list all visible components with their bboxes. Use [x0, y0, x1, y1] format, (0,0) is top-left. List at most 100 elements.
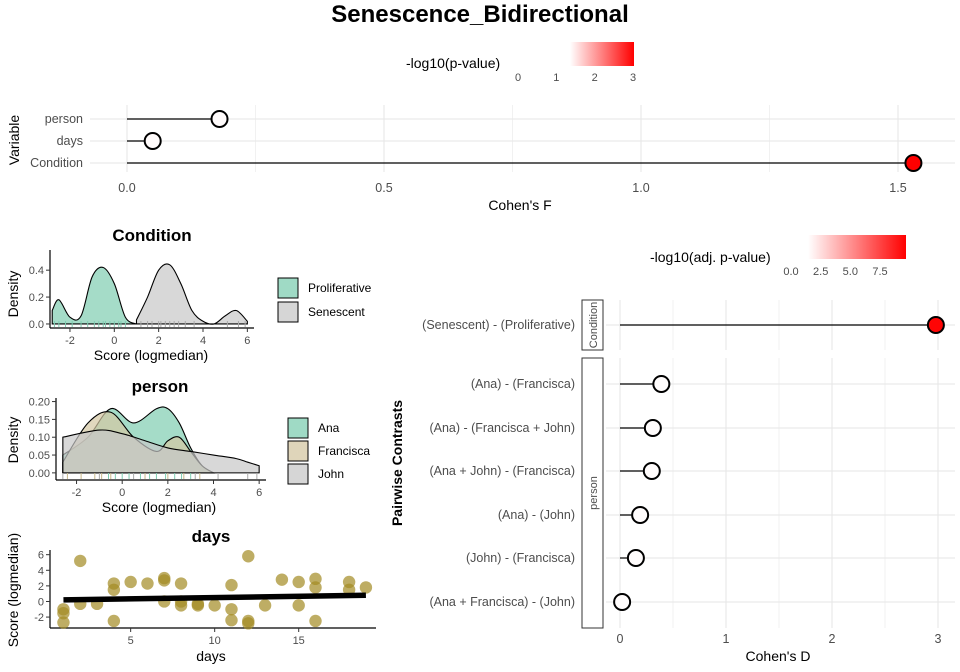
density-legend-label: Ana: [318, 421, 340, 435]
density-y-tick-label: 0.20: [29, 397, 50, 409]
contrasts-lollipop-point: [643, 419, 662, 437]
scatter-point: [107, 614, 121, 628]
density-area-proliferative: [51, 266, 139, 325]
scatter-point: [309, 614, 322, 628]
scatter-point: [191, 597, 205, 611]
density-condition-y-axis-label: Density: [5, 271, 21, 318]
density-legend-label: John: [318, 467, 344, 481]
density-person-rug: [62, 473, 258, 479]
scatter-point: [141, 577, 154, 590]
scatter-point: [57, 616, 70, 629]
scatter-point: [292, 599, 305, 612]
scatter-point: [208, 599, 221, 612]
contrasts-lollipop-point: [626, 549, 645, 567]
scatter-y-tick-label: 2: [38, 581, 44, 593]
scatter-trend-line: [63, 592, 366, 603]
contrasts-facet-strip: [581, 357, 604, 629]
anova-legend-tick-label: 3: [630, 72, 636, 84]
anova-y-tick-label: person: [45, 112, 83, 126]
contrasts-y-ticks: (Senescent) - (Proliferative) (Ana) - (Fr…: [422, 318, 575, 609]
anova-x-tick-label: 1.0: [632, 181, 649, 195]
scatter-point: [225, 603, 238, 616]
density-y-tick-label: 0.10: [29, 432, 50, 444]
anova-legend-ticks: 0 1 2 3: [515, 72, 636, 84]
density-y-tick-label: 0.0: [29, 319, 44, 331]
scatter-point: [225, 614, 238, 627]
contrasts-legend-tick-label: 7.5: [872, 266, 887, 278]
contrasts-x-tick-label: 3: [935, 632, 942, 646]
scatter-point: [57, 606, 70, 620]
anova-lollipop-point: [904, 154, 923, 172]
scatter-y-tick-label: 4: [38, 565, 44, 577]
density-person-title: person: [132, 377, 189, 396]
density-legend-swatch: [277, 277, 299, 299]
density-area-senescent: [135, 263, 248, 325]
scatter-days-y-axis-label: Score (logmedian): [5, 533, 21, 647]
scatter-days-panel: days 5 10 15 -2 0 2 4 6 days Score (logmedian): [5, 527, 376, 664]
density-condition-title: Condition: [112, 226, 191, 245]
scatter-point: [107, 583, 121, 596]
contrasts-facet-strip-label: Condition: [588, 302, 600, 348]
density-person-x-axis-label: Score (logmedian): [102, 499, 216, 515]
contrasts-lollipop-point: [926, 316, 945, 334]
contrasts-y-tick-label: (John) - (Francisca): [466, 551, 575, 565]
density-condition-areas: [51, 263, 248, 325]
figure-title: Senescence_Bidirectional: [331, 1, 628, 28]
contrasts-lollipops: [613, 316, 945, 611]
density-condition-legend: Proliferative Senescent: [277, 277, 372, 323]
anova-x-tick-label: 0.0: [118, 181, 135, 195]
contrasts-y-tick-label: (Ana) - (Francisca): [471, 377, 575, 391]
contrasts-lollipop-point: [642, 462, 661, 480]
contrasts-lollipop-point: [652, 375, 671, 393]
scatter-days-x-axis-label: days: [196, 648, 226, 664]
contrasts-legend-colorbar: [808, 235, 906, 259]
scatter-point: [158, 574, 171, 587]
contrasts-facet-strip: [581, 299, 604, 351]
anova-legend-tick-label: 0: [515, 72, 521, 84]
scatter-point: [309, 581, 322, 594]
density-x-tick-label: 4: [210, 487, 216, 499]
anova-x-tick-label: 1.5: [889, 181, 906, 195]
scatter-point: [74, 554, 87, 568]
contrasts-y-tick-label: (Ana) - (John): [498, 508, 575, 522]
anova-y-ticks: person days Condition: [30, 112, 83, 170]
density-person-areas: [62, 406, 260, 474]
density-condition-rug: [53, 321, 246, 327]
scatter-point: [309, 572, 322, 586]
density-condition-panel: Condition -2 0 2 4 6 0.0 0.2 0.4 Score (logmedi…: [5, 226, 372, 363]
contrasts-legend-title: -log10(adj. p-value): [650, 249, 771, 265]
density-y-tick-label: 0.2: [29, 292, 44, 304]
scatter-point: [292, 575, 305, 589]
anova-legend-tick-label: 1: [553, 72, 559, 84]
density-y-tick-label: 0.15: [29, 414, 50, 426]
density-x-tick-label: 2: [165, 487, 171, 499]
density-x-tick-label: -2: [65, 335, 75, 347]
density-x-tick-label: -2: [72, 487, 82, 499]
scatter-days-title: days: [192, 527, 231, 546]
scatter-x-tick-label: 10: [209, 635, 221, 647]
anova-x-ticks: 0.0 0.5 1.0 1.5: [118, 181, 906, 195]
density-condition-ticks: -2 0 2 4 6 0.0 0.2 0.4: [29, 265, 251, 347]
density-person-panel: person -2 0 2 4 6 0.00 0.05 0.10 0.15 0.20 Score …: [5, 377, 370, 515]
anova-y-tick-label: Condition: [30, 156, 83, 170]
contrasts-y-tick-label: (Ana) - (Francisca + John): [429, 421, 575, 435]
contrasts-x-tick-label: 1: [723, 632, 730, 646]
contrasts-lollipop-point: [613, 593, 632, 611]
contrasts-grid: [606, 300, 955, 628]
density-area-john: [62, 429, 260, 474]
scatter-days-points: [57, 550, 373, 630]
density-legend-swatch: [287, 463, 309, 485]
scatter-days-axes: [49, 550, 376, 629]
scatter-point: [242, 550, 255, 563]
density-x-tick-label: 4: [200, 335, 206, 347]
scatter-x-tick-label: 5: [128, 635, 134, 647]
density-y-tick-label: 0.00: [29, 468, 50, 480]
contrasts-x-tick-label: 2: [829, 632, 836, 646]
contrasts-facet-strip-label: person: [588, 476, 600, 510]
anova-lollipop-point: [143, 132, 162, 150]
density-person-y-axis-label: Density: [5, 417, 21, 464]
anova-y-tick-label: days: [57, 134, 83, 148]
scatter-point: [225, 578, 238, 592]
scatter-y-tick-label: 6: [38, 550, 44, 562]
density-x-tick-label: 0: [119, 487, 125, 499]
